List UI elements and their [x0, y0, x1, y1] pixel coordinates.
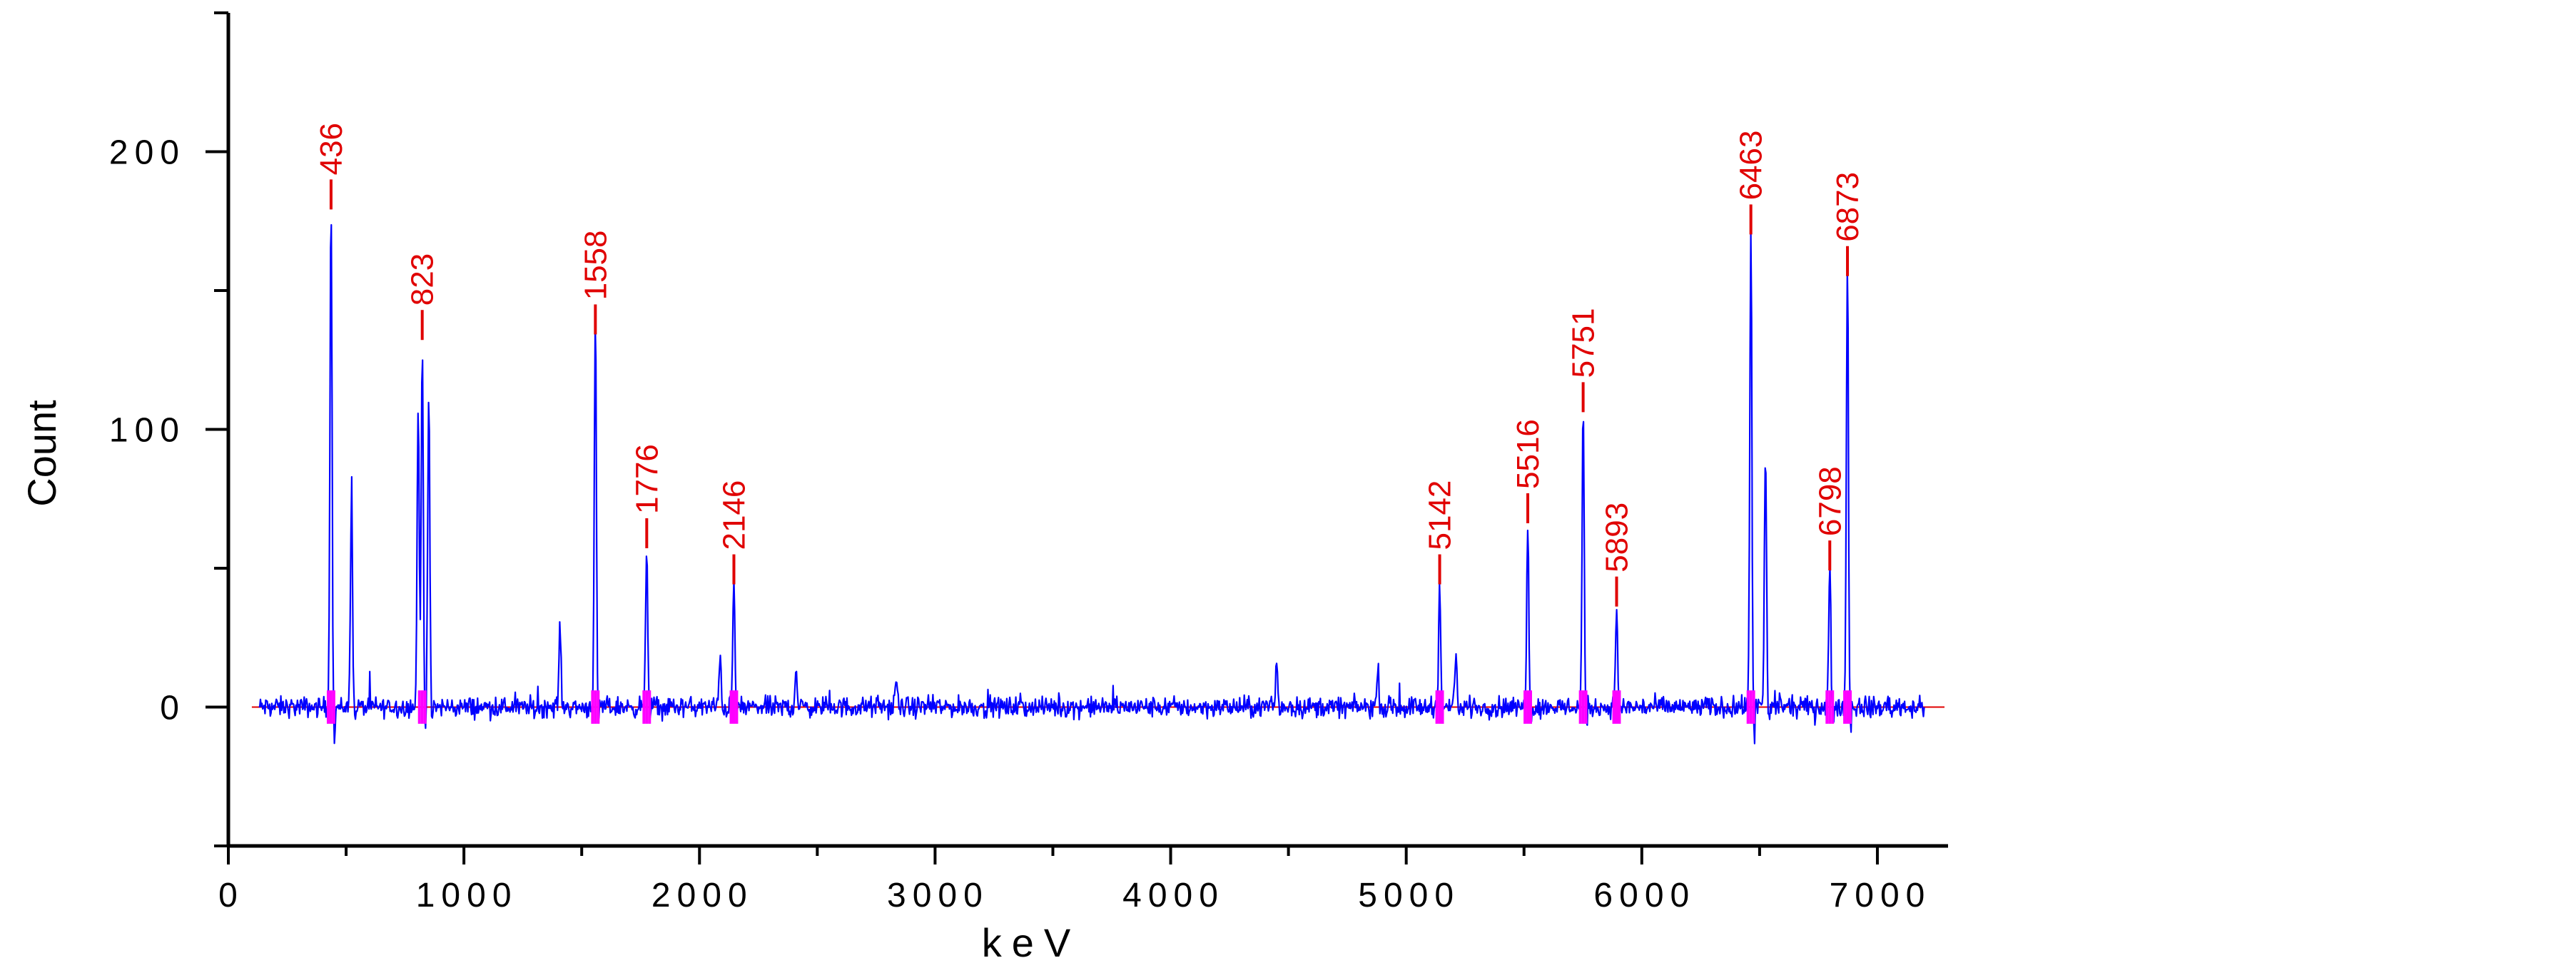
axes-layer: 0 1000 2000 3000 4000 5000 6000 7000 0 100 200	[109, 11, 1948, 914]
x-tick-label: 4000	[1122, 877, 1224, 914]
peak-label: 436	[314, 123, 349, 175]
peak-label: 1558	[578, 231, 613, 301]
x-tick-label: 3000	[887, 877, 989, 914]
y-axis-title: Count	[19, 400, 64, 507]
y-tick-label: 0	[160, 690, 186, 727]
x-tick-label: 1000	[416, 877, 518, 914]
peak-label: 6463	[1734, 131, 1769, 201]
x-tick-label: 2000	[651, 877, 754, 914]
peak-label: 2146	[717, 480, 752, 550]
peak-label: 5893	[1600, 503, 1635, 573]
x-tick-label: 6000	[1593, 877, 1695, 914]
peak-label: 1776	[629, 444, 664, 514]
y-tick-label: 100	[109, 412, 186, 450]
fit-marker-layer	[326, 690, 1852, 724]
x-tick-label: 0	[218, 877, 244, 914]
peak-label: 5751	[1566, 308, 1601, 378]
y-tick-label: 200	[109, 134, 186, 172]
peak-label: 5142	[1423, 480, 1458, 550]
spectrum-line	[258, 223, 1925, 745]
peak-label: 6798	[1812, 466, 1847, 536]
x-tick-label: 7000	[1830, 877, 1932, 914]
peak-label: 5516	[1511, 419, 1546, 489]
spectrum-series-layer	[258, 223, 1925, 745]
x-axis-title: keV	[982, 920, 1081, 963]
peak-label: 6873	[1830, 172, 1865, 242]
peak-label: 823	[405, 253, 440, 306]
peak-annotation-layer: 436 823 1558 1776 2146 5142 5516 5751 5893 6463 67…	[314, 123, 1865, 607]
x-tick-label: 5000	[1358, 877, 1460, 914]
